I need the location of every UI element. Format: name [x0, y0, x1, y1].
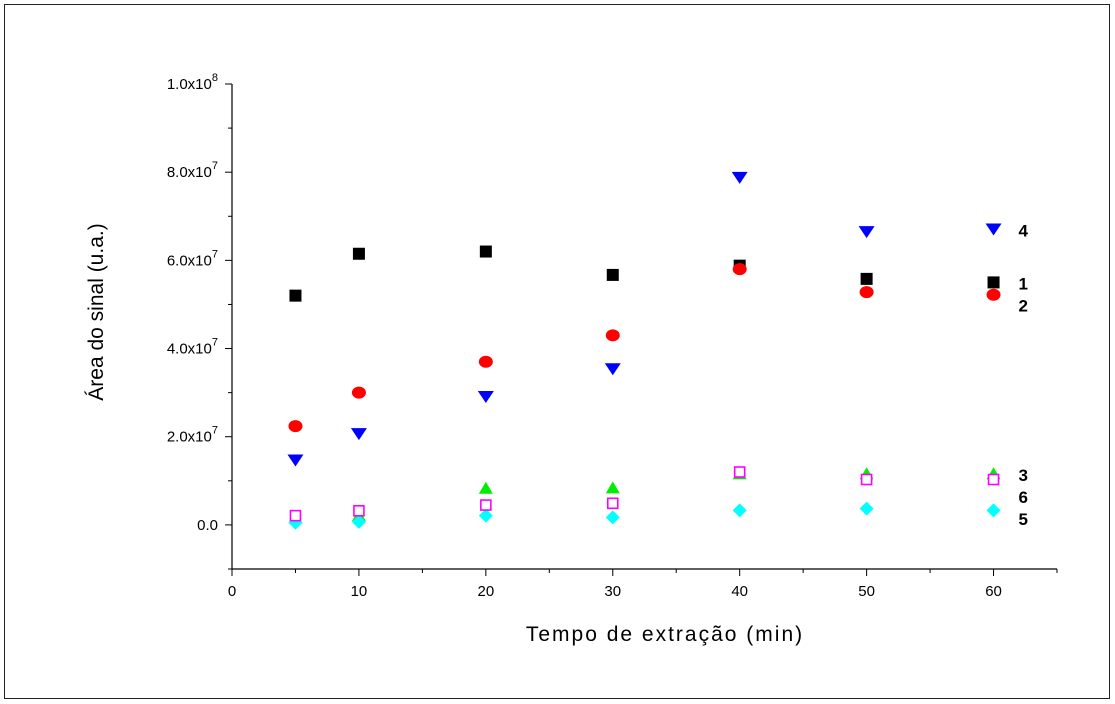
series-label: 4	[1019, 222, 1029, 241]
data-point	[287, 454, 304, 467]
data-point	[858, 226, 875, 239]
x-tick-label: 20	[478, 583, 495, 600]
data-point	[987, 473, 1000, 486]
data-point	[478, 355, 493, 368]
data-point	[289, 509, 302, 522]
data-point	[478, 508, 493, 523]
y-tick-label: 1.0x108	[167, 72, 218, 93]
data-point	[731, 171, 748, 184]
data-point	[987, 276, 1000, 289]
series-labels: 4 1 2 3 6 5	[1019, 222, 1029, 530]
data-point	[289, 289, 302, 302]
data-point	[288, 420, 303, 433]
data-point	[986, 503, 1001, 518]
series-label: 5	[1019, 510, 1028, 529]
x-axis-title: Tempo de extração (min)	[526, 623, 804, 646]
data-point	[478, 481, 493, 494]
axes: 0 10 20 30 40 50 60 0.0 2.0x107 4.0x107 6.0x107 8.0…	[167, 72, 1058, 600]
x-tick-label: 60	[985, 583, 1002, 600]
x-tick-label: 30	[604, 583, 621, 600]
y-tick-label: 8.0x107	[167, 160, 218, 181]
data-point	[353, 504, 365, 517]
x-tick-label: 50	[858, 583, 875, 600]
series-label: 1	[1019, 274, 1028, 293]
series-label: 2	[1019, 296, 1028, 315]
data-points	[287, 171, 1002, 530]
data-point	[732, 263, 747, 276]
data-point	[986, 288, 1001, 301]
data-point	[860, 473, 873, 486]
y-tick-label: 2.0x107	[167, 425, 218, 446]
data-point	[604, 363, 621, 376]
data-point	[479, 245, 492, 258]
data-point	[606, 497, 619, 510]
data-point	[605, 329, 620, 342]
y-tick-label: 6.0x107	[167, 248, 218, 269]
x-tick-label: 0	[228, 583, 236, 600]
y-axis-title: Área do sinal (u.a.)	[85, 223, 108, 400]
data-point	[860, 272, 873, 285]
data-point	[351, 514, 366, 529]
series-label: 3	[1019, 466, 1028, 485]
x-tick-label: 40	[731, 583, 748, 600]
y-tick-label: 0.0	[197, 517, 218, 534]
data-point	[352, 247, 365, 260]
data-point	[477, 391, 494, 404]
chart-frame	[4, 4, 1110, 699]
data-point	[480, 499, 492, 511]
data-point	[733, 466, 746, 478]
data-point	[350, 428, 367, 441]
data-point	[859, 501, 874, 516]
y-tick-label: 4.0x107	[167, 337, 218, 358]
data-point	[351, 386, 366, 399]
data-point	[732, 503, 747, 518]
data-point	[859, 286, 874, 299]
x-tick-label: 10	[351, 583, 368, 600]
series-label: 6	[1019, 488, 1028, 507]
data-point	[605, 481, 620, 494]
data-point	[605, 510, 620, 525]
data-point	[606, 268, 619, 281]
data-point	[985, 223, 1002, 236]
